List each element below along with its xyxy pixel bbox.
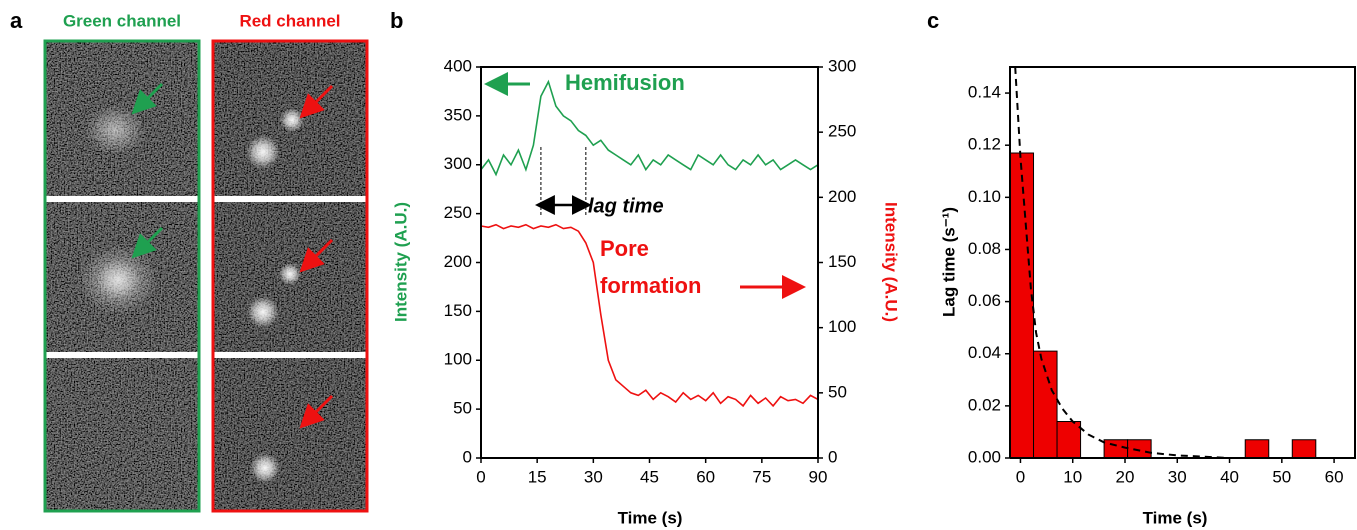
histogram-bar [1291, 439, 1317, 459]
panel-label: b [390, 8, 403, 33]
green-images [43, 39, 201, 513]
x-tick-label: 20 [1116, 467, 1135, 486]
fit-curve [1014, 67, 1355, 458]
y-tick-label: 400 [444, 56, 472, 75]
y-tick-label: 0.02 [968, 395, 1001, 414]
x-axis-label: Time (s) [1143, 508, 1208, 527]
histogram-bar [1244, 439, 1270, 459]
panel-label: c [927, 8, 939, 33]
y2-tick-label: 0 [828, 447, 837, 466]
y-tick-label: 0.14 [968, 83, 1001, 102]
x-tick-label: 40 [1220, 467, 1239, 486]
y-tick-label: 250 [444, 203, 472, 222]
x-tick-label: 75 [752, 467, 771, 486]
y2-tick-label: 150 [828, 252, 856, 271]
x-tick-label: 0 [476, 467, 485, 486]
y-tick-label: 0.04 [968, 343, 1001, 362]
y-tick-label: 50 [453, 399, 472, 418]
x-tick-label: 30 [584, 467, 603, 486]
y-tick-label: 300 [444, 154, 472, 173]
y-tick-label: 0.06 [968, 291, 1001, 310]
x-tick-label: 0 [1016, 467, 1025, 486]
histogram-bar [1009, 152, 1035, 459]
x-axis-label: Time (s) [618, 508, 683, 527]
y-tick-label: 0.08 [968, 239, 1001, 258]
channel-title: Red channel [239, 11, 340, 30]
x-tick-label: 60 [696, 467, 715, 486]
x-tick-label: 30 [1168, 467, 1187, 486]
x-tick-label: 50 [1272, 467, 1291, 486]
plot-frame [1009, 66, 1356, 459]
x-tick-label: 15 [528, 467, 547, 486]
y-tick-label: 0.00 [968, 447, 1001, 466]
y-tick-label: 200 [444, 252, 472, 271]
y-axis-label: Lag time (s⁻¹) [939, 207, 958, 317]
annotation: lag time [588, 195, 664, 217]
y-tick-label: 150 [444, 301, 472, 320]
x-tick-label: 90 [809, 467, 828, 486]
y-tick-label: 100 [444, 350, 472, 369]
histogram-bar [1127, 439, 1152, 459]
x-tick-label: 60 [1325, 467, 1344, 486]
x-tick-label: 45 [640, 467, 659, 486]
data-line [480, 223, 819, 408]
y2-tick-label: 300 [828, 56, 856, 75]
panel-label: a [10, 8, 23, 33]
histogram-bar [1103, 439, 1129, 459]
y2-tick-label: 100 [828, 317, 856, 336]
y-axis-label: Intensity (A.U.) [391, 202, 410, 322]
histogram-bar [1056, 421, 1082, 459]
y-tick-label: 0.12 [968, 135, 1001, 154]
red-images [211, 39, 369, 513]
y-tick-label: 0 [463, 447, 472, 466]
y2-axis-label: Intensity (A.U.) [882, 202, 901, 322]
y-tick-label: 350 [444, 105, 472, 124]
y-tick-label: 0.10 [968, 187, 1001, 206]
x-tick-label: 10 [1063, 467, 1082, 486]
data-line [480, 79, 819, 177]
y2-tick-label: 250 [828, 122, 856, 141]
channel-title: Green channel [63, 11, 181, 30]
annotation: Hemifusion [565, 70, 685, 95]
annotation: Pore [600, 236, 649, 261]
y2-tick-label: 200 [828, 187, 856, 206]
y2-tick-label: 50 [828, 382, 847, 401]
annotation: formation [600, 273, 701, 298]
histogram-bar [1033, 350, 1058, 459]
